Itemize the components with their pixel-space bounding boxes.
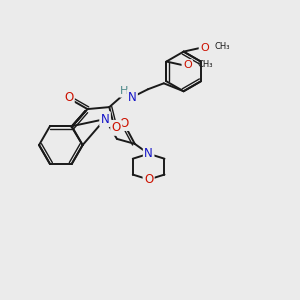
Text: CH₃: CH₃ bbox=[214, 42, 230, 51]
Text: O: O bbox=[183, 61, 192, 70]
Text: N: N bbox=[128, 91, 136, 104]
Text: N: N bbox=[101, 112, 110, 126]
Text: H: H bbox=[120, 86, 128, 96]
Text: N: N bbox=[144, 147, 153, 160]
Text: O: O bbox=[200, 43, 209, 53]
Text: CH₃: CH₃ bbox=[197, 60, 213, 69]
Text: O: O bbox=[119, 117, 128, 130]
Text: O: O bbox=[64, 91, 73, 104]
Text: O: O bbox=[112, 122, 121, 134]
Text: O: O bbox=[144, 173, 153, 186]
